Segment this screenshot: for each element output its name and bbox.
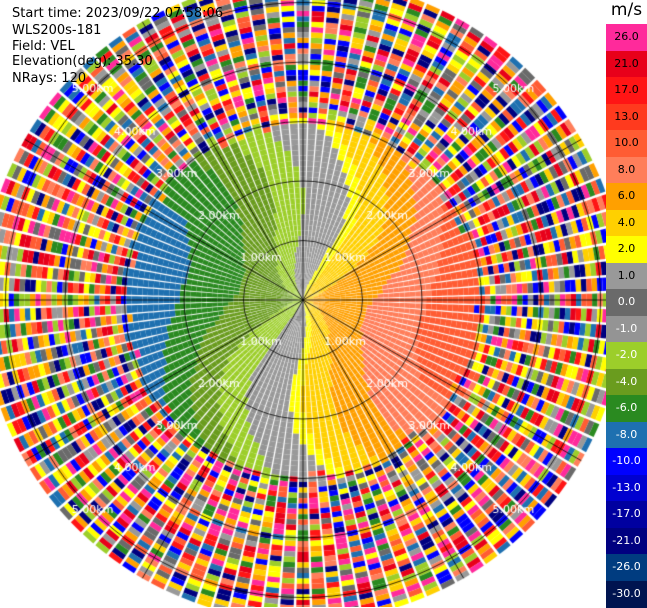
colorbar-segment: [606, 130, 647, 157]
colorbar-segment: [606, 103, 647, 131]
colorbar-segment: [606, 156, 647, 184]
colorbar-tick-label: -13.0: [612, 480, 641, 494]
colorbar-tick-label: 10.0: [614, 136, 639, 150]
colorbar-segment: [606, 580, 647, 608]
colorbar-segment: [606, 527, 647, 555]
colorbar-segment: [606, 474, 647, 502]
colorbar-segment: [606, 501, 647, 528]
ppi-velocity-plot: [0, 0, 606, 607]
colorbar-segment: [606, 262, 647, 290]
colorbar-tick-label: 17.0: [614, 83, 639, 97]
field-value: VEL: [50, 39, 75, 54]
colorbar-tick-label: 6.0: [617, 189, 636, 203]
colorbar-tick-label: 8.0: [617, 162, 636, 176]
colorbar-tick-label: 0.0: [617, 295, 636, 309]
colorbar-tick-label: -1.0: [615, 321, 638, 335]
colorbar-segment: [606, 421, 647, 449]
colorbar-tick-label: -6.0: [615, 401, 638, 415]
colorbar-segment: [606, 236, 647, 263]
colorbar-segment: [606, 368, 647, 396]
colorbar-tick-label: -30.0: [612, 586, 641, 600]
start-time-label: Start time:: [12, 6, 82, 21]
colorbar-tick-label: -8.0: [615, 427, 638, 441]
colorbar: m/s 26.0 21.0 17.0 13.0 10.0 8.0 6.0 4.0 2.0 1.0 0…: [606, 0, 647, 608]
colorbar-segment: [606, 395, 647, 422]
colorbar-segment: [606, 554, 647, 581]
nrays-label: NRays:: [12, 71, 58, 86]
colorbar-segment: [606, 289, 647, 316]
colorbar-tick-label: -26.0: [612, 560, 641, 574]
start-time-value: 2023/09/22 07:58:06: [85, 6, 224, 21]
instrument-name: WLS200s-181: [12, 23, 102, 38]
colorbar-segment: [606, 24, 647, 51]
nrays-line: NRays: 120: [12, 71, 86, 86]
colorbar-tick-label: 21.0: [614, 56, 639, 70]
colorbar-tick-label: -10.0: [612, 454, 641, 468]
colorbar-tick-label: 2.0: [617, 242, 636, 256]
elevation-value: 35.30: [115, 54, 153, 69]
start-time-line: Start time: 2023/09/22 07:58:06: [12, 6, 223, 21]
nrays-value: 120: [61, 71, 87, 86]
colorbar-segment: [606, 77, 647, 104]
colorbar-tick-label: 26.0: [614, 30, 639, 44]
colorbar-tick-label: -21.0: [612, 533, 641, 547]
colorbar-tick-label: 13.0: [614, 109, 639, 123]
colorbar-segment: [606, 183, 647, 210]
colorbar-tick-label: 1.0: [617, 268, 636, 282]
colorbar-segment: [606, 209, 647, 237]
colorbar-segment: [606, 50, 647, 78]
colorbar-segment: [606, 448, 647, 475]
colorbar-tick-label: 4.0: [617, 215, 636, 229]
colorbar-tick-label: -2.0: [615, 348, 638, 362]
colorbar-tick-label: -17.0: [612, 507, 641, 521]
colorbar-unit-label: m/s: [610, 0, 643, 20]
field-label: Field:: [12, 39, 47, 54]
colorbar-tick-label: -4.0: [615, 374, 638, 388]
elevation-line: Elevation(deg): 35.30: [12, 54, 153, 69]
colorbar-segment: [606, 315, 647, 343]
colorbar-segment: [606, 342, 647, 369]
field-line: Field: VEL: [12, 39, 75, 54]
elevation-label: Elevation(deg):: [12, 54, 112, 69]
